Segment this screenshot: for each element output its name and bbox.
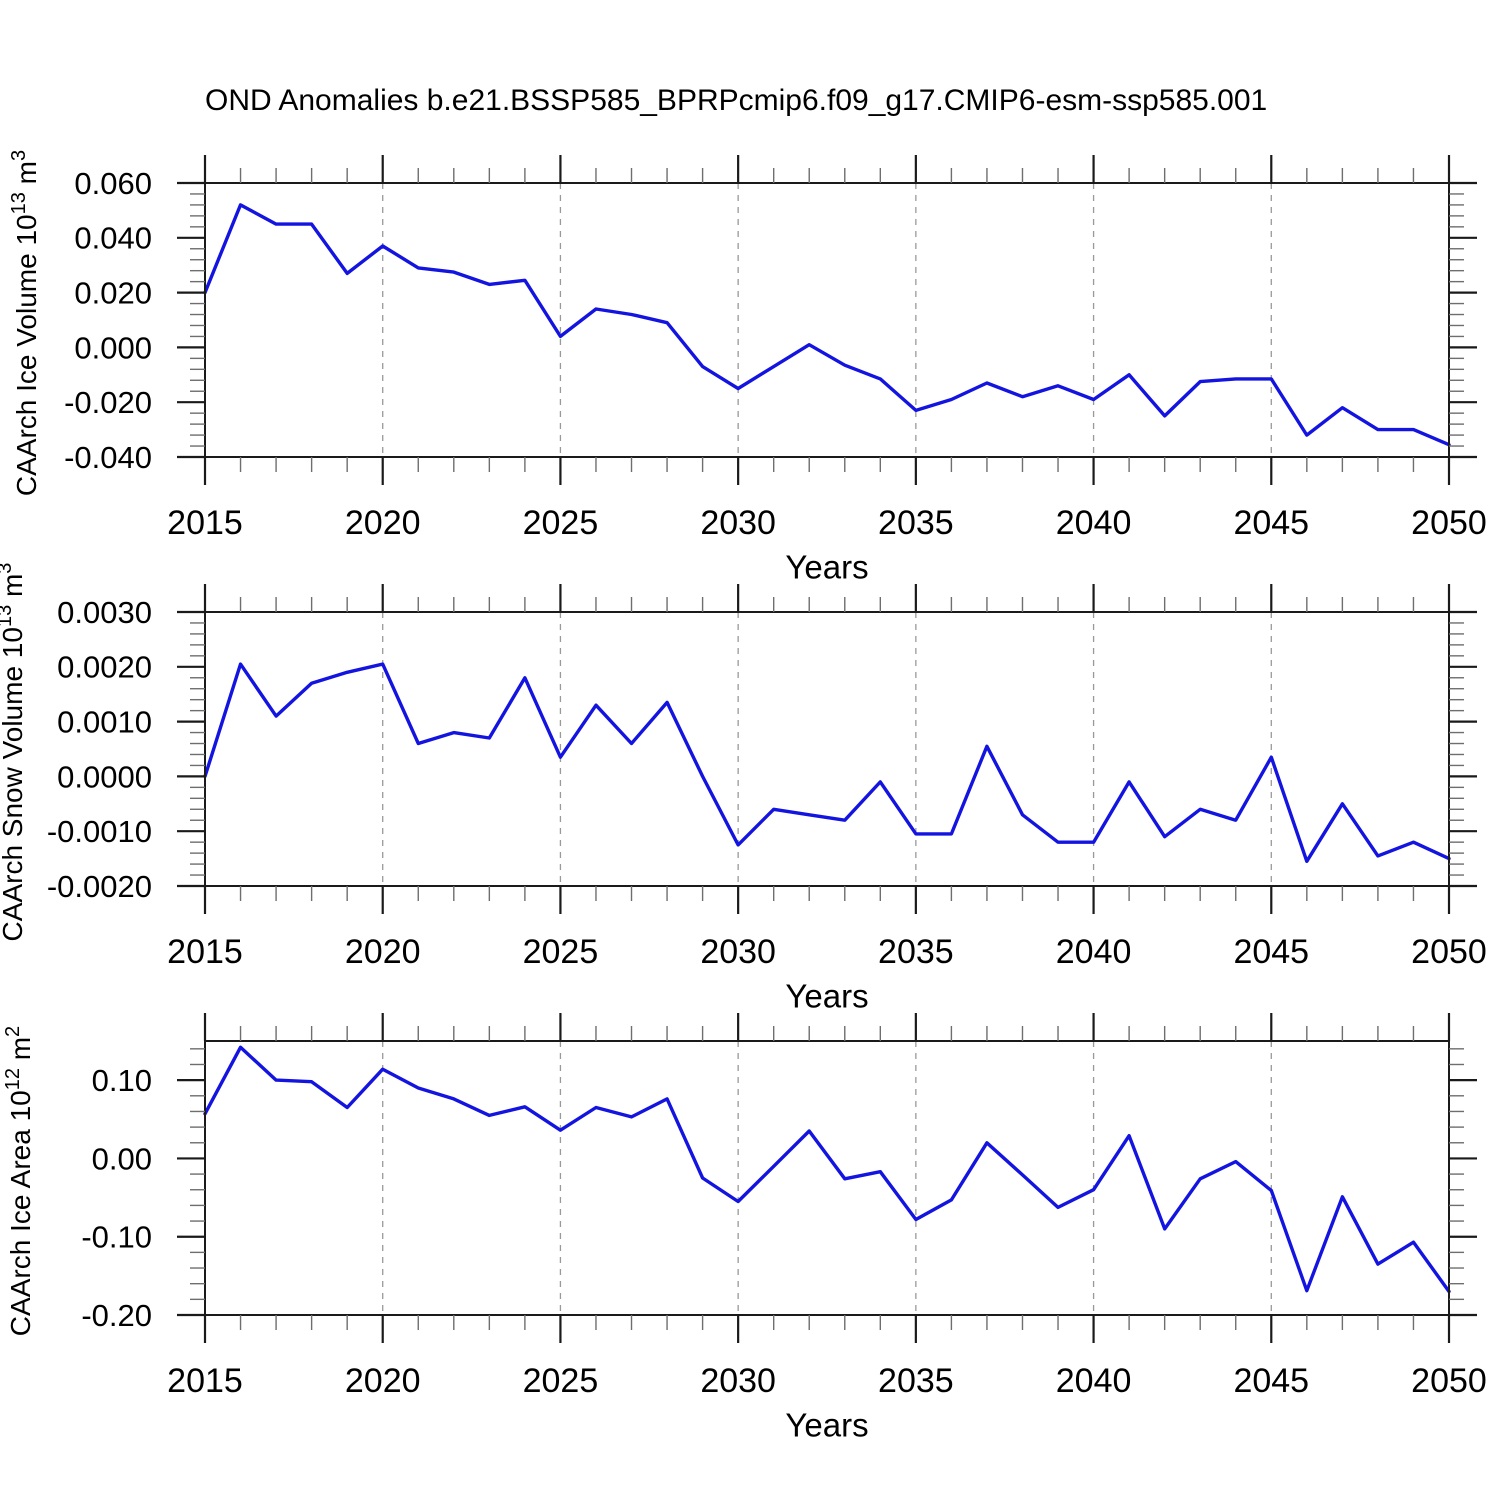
- x-tick-label: 2050: [1411, 1362, 1487, 1400]
- series-line: [203, 662, 1451, 863]
- y-tick-label: 0.020: [74, 275, 152, 310]
- figure-title: OND Anomalies b.e21.BSSP585_BPRPcmip6.f0…: [205, 84, 1268, 117]
- plot-border: [204, 182, 1450, 458]
- y-tick-label: -0.0020: [47, 869, 152, 904]
- x-tick-label: 2040: [1056, 933, 1132, 971]
- x-tick-label: 2040: [1056, 1362, 1132, 1400]
- x-tick-label: 2045: [1233, 504, 1309, 542]
- x-axis-title: Years: [785, 978, 868, 1015]
- panel-2: 0.0030 0.0020 0.0010 0.0000 -0.0010 -0.0020 20…: [0, 563, 1487, 1015]
- x-tick-label: 2035: [878, 504, 954, 542]
- x-tick-label: 2040: [1056, 504, 1132, 542]
- x-tick-label: 2025: [523, 504, 599, 542]
- panel-3: 0.10 0.00 -0.10 -0.20 2015 2020 2025 2030 2035 20…: [2, 1013, 1487, 1444]
- series-line: [203, 1045, 1451, 1294]
- panel-1: 0.060 0.040 0.020 0.000 -0.020 -0.040 2015 2020…: [8, 150, 1487, 586]
- y-tick-label: 0.10: [92, 1063, 152, 1098]
- y-axis-title: CAArch Ice Volume 1013 m3: [8, 150, 42, 496]
- y-tick-label: 0.060: [74, 166, 152, 201]
- x-tick-label: 2050: [1411, 933, 1487, 971]
- y-tick-label: 0.00: [92, 1141, 152, 1176]
- x-tick-label: 2020: [345, 933, 421, 971]
- x-tick-label: 2035: [878, 1362, 954, 1400]
- x-axis-title: Years: [785, 549, 868, 586]
- y-tick-label: 0.000: [74, 330, 152, 365]
- plot-border: [204, 1040, 1450, 1316]
- x-tick-label: 2035: [878, 933, 954, 971]
- y-tick-label: 0.0030: [57, 595, 152, 630]
- x-axis-title: Years: [785, 1407, 868, 1444]
- y-tick-label: -0.10: [81, 1220, 152, 1255]
- x-tick-label: 2025: [523, 933, 599, 971]
- y-tick-label: 0.040: [74, 221, 152, 256]
- x-tick-label: 2020: [345, 1362, 421, 1400]
- x-tick-label: 2020: [345, 504, 421, 542]
- series-line: [203, 203, 1451, 447]
- y-tick-label: 0.0020: [57, 650, 152, 685]
- x-tick-label: 2025: [523, 1362, 599, 1400]
- y-axis-title: CAArch Snow Volume 1013 m3: [0, 563, 28, 942]
- x-tick-label: 2030: [700, 504, 776, 542]
- x-tick-label: 2030: [700, 933, 776, 971]
- x-tick-label: 2050: [1411, 504, 1487, 542]
- y-tick-label: -0.20: [81, 1298, 152, 1333]
- y-axis-title: CAArch Ice Area 1012 m2: [2, 1026, 36, 1336]
- y-tick-label: 0.0000: [57, 759, 152, 794]
- plot-border: [204, 611, 1450, 887]
- y-tick-label: 0.0010: [57, 704, 152, 739]
- x-tick-label: 2030: [700, 1362, 776, 1400]
- x-tick-label: 2045: [1233, 933, 1309, 971]
- y-tick-label: -0.0010: [47, 814, 152, 849]
- x-tick-label: 2045: [1233, 1362, 1309, 1400]
- y-tick-label: -0.020: [64, 385, 152, 420]
- y-tick-label: -0.040: [64, 440, 152, 475]
- x-tick-label: 2015: [167, 1362, 243, 1400]
- x-tick-label: 2015: [167, 933, 243, 971]
- x-tick-label: 2015: [167, 504, 243, 542]
